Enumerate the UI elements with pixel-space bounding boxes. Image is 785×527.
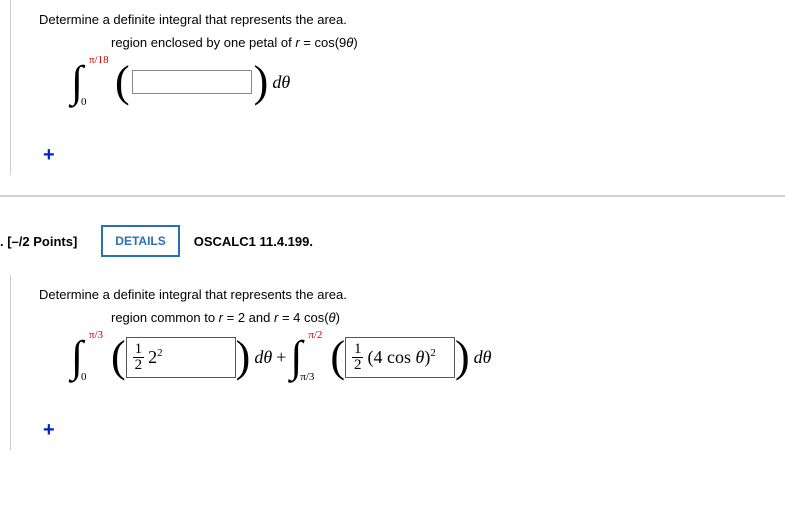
upper-limit: π/18	[89, 54, 109, 66]
q2-reference: OSCALC1 11.4.199.	[194, 234, 313, 249]
question-2: Determine a definite integral that repre…	[10, 275, 785, 450]
lower-limit-1: 0	[81, 371, 87, 383]
integral-sign-1: ∫ π/3 0	[71, 335, 97, 379]
upper-limit-1: π/3	[89, 329, 103, 341]
expand-button-2[interactable]: +	[11, 389, 785, 450]
close-paren: )	[254, 62, 269, 102]
q1-prompt: Determine a definite integral that repre…	[11, 0, 785, 35]
q2-integral-row: ∫ π/3 0 ( 1222 ) dθ + ∫ π/2 π/3 ( 12(4 c…	[11, 335, 785, 389]
details-button[interactable]: DETAILS	[101, 225, 179, 257]
integral-sign: ∫ π/18 0	[71, 60, 97, 104]
q2-number: . [–/2 Points]	[0, 234, 77, 249]
differential: dθ	[272, 72, 290, 93]
expand-button[interactable]: +	[11, 114, 785, 175]
integrand-2-box[interactable]: 12(4 cos θ)2	[345, 337, 455, 378]
q1-integral: ∫ π/18 0 ( ) dθ	[11, 60, 785, 114]
differential-1: dθ	[254, 347, 272, 368]
open-paren: (	[115, 62, 130, 102]
lower-limit: 0	[81, 96, 87, 108]
q2-subtext: region common to r = 2 and r = 4 cos(θ)	[11, 310, 785, 335]
differential-2: dθ	[474, 347, 492, 368]
integral-sign-2: ∫ π/2 π/3	[290, 335, 316, 379]
q2-prompt: Determine a definite integral that repre…	[11, 275, 785, 310]
plus-sign: +	[276, 347, 286, 368]
lower-limit-2: π/3	[300, 371, 314, 383]
integrand-1-box[interactable]: 1222	[126, 337, 236, 378]
upper-limit-2: π/2	[308, 329, 322, 341]
question-2-header: . [–/2 Points] DETAILS OSCALC1 11.4.199.	[0, 197, 785, 275]
question-1: Determine a definite integral that repre…	[10, 0, 785, 175]
integrand-input[interactable]	[132, 70, 252, 94]
